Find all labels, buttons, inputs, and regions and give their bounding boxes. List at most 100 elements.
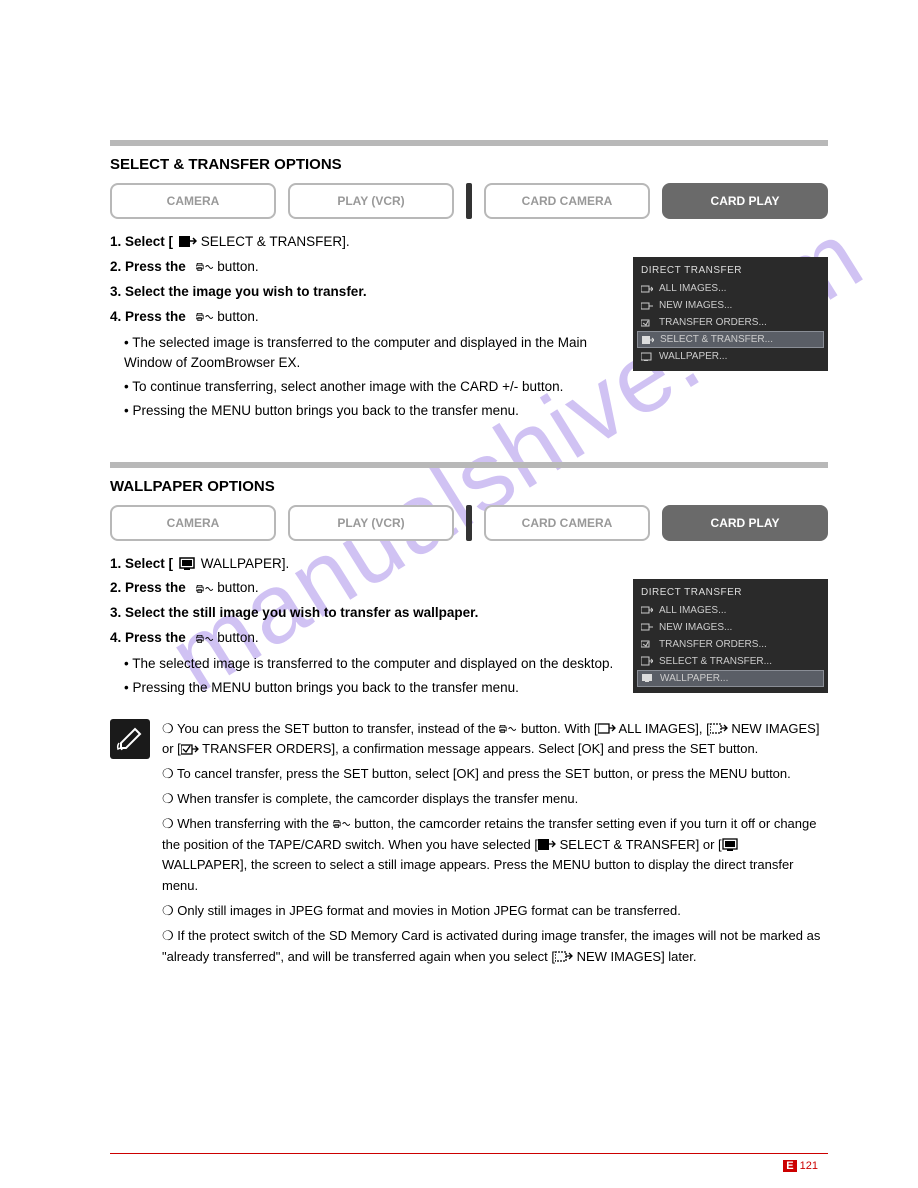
step-3: 3. Select the image you wish to transfer… xyxy=(110,283,610,302)
menu-label: WALLPAPER... xyxy=(659,351,727,362)
step-text: SELECT & TRANSFER]. xyxy=(197,234,350,249)
select-transfer-icon xyxy=(179,235,197,249)
transfer-orders-icon xyxy=(181,743,199,757)
step-label: 2. Press the xyxy=(110,580,190,595)
note-item: ❍ If the protect switch of the SD Memory… xyxy=(162,926,828,968)
body-text: • Pressing the MENU button brings you ba… xyxy=(124,401,624,421)
step-label: 1. Select [ xyxy=(110,234,173,249)
print-share-icon xyxy=(196,632,214,646)
menu-label: ALL IMAGES... xyxy=(659,283,726,294)
menu-item: ALL IMAGES... xyxy=(633,280,828,297)
print-share-icon xyxy=(499,722,517,736)
menu-label: NEW IMAGES... xyxy=(659,300,732,311)
step-4: 4. Press the button. xyxy=(110,308,610,327)
menu-item: NEW IMAGES... xyxy=(633,297,828,314)
section-wallpaper: WALLPAPER OPTIONS CAMERA PLAY (VCR) CARD… xyxy=(110,462,828,699)
content-block: DIRECT TRANSFER ALL IMAGES... NEW IMAGES… xyxy=(110,233,828,422)
notes-block: ❍ You can press the SET button to transf… xyxy=(110,719,828,972)
all-images-icon xyxy=(641,284,653,294)
step-label: 2. Press the xyxy=(110,259,190,274)
menu-item: SELECT & TRANSFER... xyxy=(633,653,828,670)
step-text: button. xyxy=(214,309,259,324)
wallpaper-icon xyxy=(722,838,740,852)
menu-item: TRANSFER ORDERS... xyxy=(633,314,828,331)
wallpaper-icon xyxy=(642,673,654,683)
body-text: • Pressing the MENU button brings you ba… xyxy=(124,678,624,698)
step-text: button. xyxy=(214,259,259,274)
step-2: 2. Press the button. xyxy=(110,258,610,277)
menu-item-selected: WALLPAPER... xyxy=(637,670,824,687)
screenshot-title: DIRECT TRANSFER xyxy=(633,265,828,280)
body-text: • The selected image is transferred to t… xyxy=(124,333,624,374)
page-content: SELECT & TRANSFER OPTIONS CAMERA PLAY (V… xyxy=(0,0,918,1011)
step-4: 4. Press the button. xyxy=(110,629,610,648)
note-item: ❍ Only still images in JPEG format and m… xyxy=(162,901,828,922)
note-item: ❍ You can press the SET button to transf… xyxy=(162,719,828,761)
step-1: 1. Select [ SELECT & TRANSFER]. xyxy=(110,233,610,252)
menu-item-selected: SELECT & TRANSFER... xyxy=(637,331,824,348)
direct-transfer-screenshot: DIRECT TRANSFER ALL IMAGES... NEW IMAGES… xyxy=(633,579,828,693)
all-images-icon xyxy=(598,722,616,736)
direct-transfer-screenshot: DIRECT TRANSFER ALL IMAGES... NEW IMAGES… xyxy=(633,257,828,371)
all-images-icon xyxy=(641,605,653,615)
print-share-icon xyxy=(333,817,351,831)
screenshot-title: DIRECT TRANSFER xyxy=(633,587,828,602)
wallpaper-icon xyxy=(179,557,197,571)
menu-label: NEW IMAGES... xyxy=(659,622,732,633)
wallpaper-icon xyxy=(641,352,653,362)
note-item: ❍ To cancel transfer, press the SET butt… xyxy=(162,764,828,785)
footer-rule xyxy=(110,1153,828,1154)
new-images-icon xyxy=(641,301,653,311)
notes-body: ❍ You can press the SET button to transf… xyxy=(162,719,828,972)
step-label: 4. Press the xyxy=(110,630,190,645)
menu-label: TRANSFER ORDERS... xyxy=(659,639,767,650)
menu-label: SELECT & TRANSFER... xyxy=(659,656,772,667)
tab-card-camera[interactable]: CARD CAMERA xyxy=(484,183,650,219)
tab-separator xyxy=(466,505,472,541)
new-images-icon xyxy=(555,950,573,964)
tab-card-play[interactable]: CARD PLAY xyxy=(662,183,828,219)
tab-play-vcr[interactable]: PLAY (VCR) xyxy=(288,183,454,219)
tab-camera[interactable]: CAMERA xyxy=(110,505,276,541)
step-text: WALLPAPER]. xyxy=(197,556,289,571)
print-share-icon xyxy=(196,260,214,274)
page-number: E 121 xyxy=(783,1160,818,1172)
step-text: button. xyxy=(214,630,259,645)
tab-camera[interactable]: CAMERA xyxy=(110,183,276,219)
new-images-icon xyxy=(641,622,653,632)
print-share-icon xyxy=(196,582,214,596)
step-2: 2. Press the button. xyxy=(110,579,610,598)
tab-row: CAMERA PLAY (VCR) CARD CAMERA CARD PLAY xyxy=(110,505,828,541)
tab-card-camera[interactable]: CARD CAMERA xyxy=(484,505,650,541)
step-label: 1. Select [ xyxy=(110,556,173,571)
menu-item: WALLPAPER... xyxy=(633,348,828,365)
step-label: 3. Select the still image you wish to tr… xyxy=(110,605,478,620)
select-transfer-icon xyxy=(538,838,556,852)
tab-separator xyxy=(466,183,472,219)
divider xyxy=(110,462,828,468)
step-1: 1. Select [ WALLPAPER]. xyxy=(110,555,610,574)
new-images-icon xyxy=(710,722,728,736)
transfer-orders-icon xyxy=(641,318,653,328)
pencil-note-icon xyxy=(110,719,150,759)
menu-label: ALL IMAGES... xyxy=(659,605,726,616)
tab-row: CAMERA PLAY (VCR) CARD CAMERA CARD PLAY xyxy=(110,183,828,219)
menu-label: TRANSFER ORDERS... xyxy=(659,317,767,328)
menu-item: NEW IMAGES... xyxy=(633,619,828,636)
step-text: button. xyxy=(214,580,259,595)
tab-play-vcr[interactable]: PLAY (VCR) xyxy=(288,505,454,541)
select-transfer-icon xyxy=(642,335,654,345)
section-select-transfer: SELECT & TRANSFER OPTIONS CAMERA PLAY (V… xyxy=(110,140,828,422)
menu-label: SELECT & TRANSFER... xyxy=(660,334,773,345)
section-title: WALLPAPER OPTIONS xyxy=(110,478,828,495)
body-text: • The selected image is transferred to t… xyxy=(124,654,624,674)
tab-card-play[interactable]: CARD PLAY xyxy=(662,505,828,541)
menu-label: WALLPAPER... xyxy=(660,673,728,684)
content-block: DIRECT TRANSFER ALL IMAGES... NEW IMAGES… xyxy=(110,555,828,699)
transfer-orders-icon xyxy=(641,639,653,649)
step-3: 3. Select the still image you wish to tr… xyxy=(110,604,610,623)
print-share-icon xyxy=(196,310,214,324)
menu-item: TRANSFER ORDERS... xyxy=(633,636,828,653)
note-item: ❍ When transferring with the button, the… xyxy=(162,814,828,897)
step-label: 4. Press the xyxy=(110,309,190,324)
